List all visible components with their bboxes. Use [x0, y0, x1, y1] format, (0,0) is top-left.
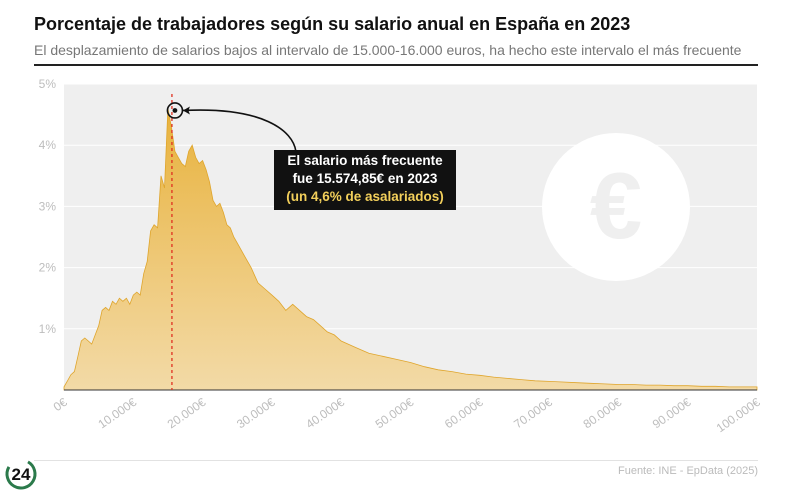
header-divider: [34, 64, 758, 66]
x-tick-label: 80.000€: [581, 395, 625, 432]
x-tick-label: 90.000€: [650, 395, 694, 432]
y-tick-label: 2%: [39, 261, 57, 275]
x-tick-label: 20.000€: [165, 395, 209, 432]
x-axis-labels: 0€ 10.000€ 20.000€ 30.000€ 40.000€ 50.000€ 60.…: [51, 395, 763, 435]
chart-subtitle: El desplazamiento de salarios bajos al i…: [34, 42, 742, 58]
euro-icon: €: [542, 133, 690, 281]
annotation-line-1: El salario más frecuente: [287, 153, 443, 168]
y-tick-label: 1%: [39, 322, 57, 336]
y-tick-label: 4%: [39, 138, 57, 152]
peak-marker-ring: [166, 102, 184, 119]
distribution-area: [63, 108, 758, 391]
y-axis-labels: 1% 2% 3% 4% 5%: [39, 77, 57, 336]
x-tick-label: 100.000€: [714, 395, 763, 435]
source-text: Fuente: INE - EpData (2025): [617, 465, 758, 477]
x-tick-label: 10.000€: [95, 395, 139, 432]
x-tick-label: 70.000€: [511, 395, 555, 432]
brand-logo-text: 24: [12, 465, 31, 484]
x-tick-label: 0€: [51, 395, 70, 414]
brand-logo: 24: [5, 458, 37, 490]
chart-title: Porcentaje de trabajadores según su sala…: [34, 14, 631, 34]
peak-marker-dot: [172, 108, 178, 113]
x-tick-label: 30.000€: [234, 395, 278, 432]
footer-divider: [34, 460, 758, 461]
annotation-line-3: (un 4,6% de asalariados): [286, 189, 444, 204]
callout-arrow: [182, 109, 297, 152]
y-tick-label: 3%: [39, 199, 57, 213]
x-tick-label: 60.000€: [442, 395, 486, 432]
annotation-line-2: fue 15.574,85€ en 2023: [292, 171, 438, 186]
salary-distribution-chart: € 1% 2% 3% 4% 5% 0€ 10.000€ 20.000€ 30.000€ 40.0…: [39, 77, 763, 435]
annotation-box: El salario más frecuente fue 15.574,85€ …: [274, 150, 456, 210]
svg-text:€: €: [590, 153, 642, 258]
x-tick-label: 40.000€: [303, 395, 347, 432]
x-tick-label: 50.000€: [373, 395, 417, 432]
y-tick-label: 5%: [39, 77, 57, 91]
